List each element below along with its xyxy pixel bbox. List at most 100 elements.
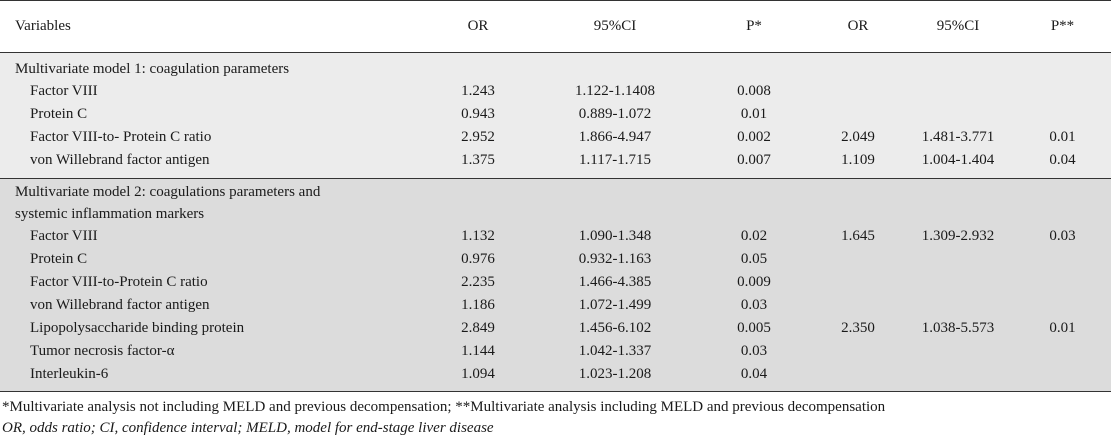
cell-ci-2: 1.038-5.573 xyxy=(902,317,1014,340)
cell-ci-2 xyxy=(902,80,1014,103)
cell-or-2 xyxy=(814,271,902,294)
cell-or-1: 1.132 xyxy=(420,225,536,248)
cell-p-2 xyxy=(1014,271,1111,294)
cell-ci-2 xyxy=(902,248,1014,271)
cell-or-2 xyxy=(814,103,902,126)
cell-ci-1: 1.466-4.385 xyxy=(536,271,694,294)
table-row: Factor VIII-to- Protein C ratio 2.952 1.… xyxy=(0,126,1111,149)
cell-or-1: 1.144 xyxy=(420,340,536,363)
cell-ci-1: 1.866-4.947 xyxy=(536,126,694,149)
cell-p-2: 0.01 xyxy=(1014,317,1111,340)
row-label: von Willebrand factor antigen xyxy=(0,149,420,179)
model2-title-line2: systemic inflammation markers xyxy=(15,206,205,222)
cell-p-2: 0.03 xyxy=(1014,225,1111,248)
header-ci-2: 95%CI xyxy=(902,0,1014,53)
cell-ci-2 xyxy=(902,271,1014,294)
model2-title-line1: Multivariate model 2: coagulations param… xyxy=(15,184,321,200)
cell-ci-1: 1.122-1.1408 xyxy=(536,80,694,103)
cell-p-2 xyxy=(1014,340,1111,363)
cell-p-1: 0.02 xyxy=(694,225,814,248)
model2-title: Multivariate model 2: coagulations param… xyxy=(0,178,1111,225)
cell-or-2 xyxy=(814,248,902,271)
cell-ci-2: 1.309-2.932 xyxy=(902,225,1014,248)
cell-or-1: 0.943 xyxy=(420,103,536,126)
cell-ci-1: 1.042-1.337 xyxy=(536,340,694,363)
cell-p-2 xyxy=(1014,103,1111,126)
cell-p-2 xyxy=(1014,248,1111,271)
cell-ci-2 xyxy=(902,340,1014,363)
cell-ci-1: 1.456-6.102 xyxy=(536,317,694,340)
table-notes: *Multivariate analysis not including MEL… xyxy=(0,397,1111,439)
multivariate-results-table: Variables OR 95%CI P* OR 95%CI P** Multi… xyxy=(0,0,1111,392)
table-row: Factor VIII 1.243 1.122-1.1408 0.008 xyxy=(0,80,1111,103)
cell-p-2: 0.01 xyxy=(1014,126,1111,149)
table-row: Tumor necrosis factor-α 1.144 1.042-1.33… xyxy=(0,340,1111,363)
cell-p-2 xyxy=(1014,294,1111,317)
footnote: *Multivariate analysis not including MEL… xyxy=(2,399,886,415)
cell-or-1: 2.952 xyxy=(420,126,536,149)
cell-ci-1: 1.090-1.348 xyxy=(536,225,694,248)
header-or-2: OR xyxy=(814,0,902,53)
row-label: Protein C xyxy=(0,248,420,271)
cell-p-1: 0.03 xyxy=(694,340,814,363)
cell-ci-2: 1.004-1.404 xyxy=(902,149,1014,179)
header-p-2: P** xyxy=(1014,0,1111,53)
cell-ci-1: 1.072-1.499 xyxy=(536,294,694,317)
cell-p-1: 0.007 xyxy=(694,149,814,179)
cell-or-1: 0.976 xyxy=(420,248,536,271)
table-header: Variables OR 95%CI P* OR 95%CI P** xyxy=(0,0,1111,53)
cell-or-1: 1.375 xyxy=(420,149,536,179)
table-row: von Willebrand factor antigen 1.186 1.07… xyxy=(0,294,1111,317)
cell-ci-2 xyxy=(902,294,1014,317)
row-label: Factor VIII-to- Protein C ratio xyxy=(0,126,420,149)
table-row: Factor VIII 1.132 1.090-1.348 0.02 1.645… xyxy=(0,225,1111,248)
cell-ci-1: 1.117-1.715 xyxy=(536,149,694,179)
cell-p-2 xyxy=(1014,363,1111,392)
row-label: Factor VIII-to-Protein C ratio xyxy=(0,271,420,294)
cell-p-1: 0.04 xyxy=(694,363,814,392)
cell-p-1: 0.05 xyxy=(694,248,814,271)
cell-or-2 xyxy=(814,80,902,103)
cell-ci-1: 1.023-1.208 xyxy=(536,363,694,392)
model1-title: Multivariate model 1: coagulation parame… xyxy=(0,52,1111,80)
cell-ci-2 xyxy=(902,363,1014,392)
cell-or-1: 1.094 xyxy=(420,363,536,392)
header-variables: Variables xyxy=(0,0,420,53)
table-row: Interleukin-6 1.094 1.023-1.208 0.04 xyxy=(0,363,1111,392)
header-row: Variables OR 95%CI P* OR 95%CI P** xyxy=(0,0,1111,53)
row-label: Interleukin-6 xyxy=(0,363,420,392)
table-row: Factor VIII-to-Protein C ratio 2.235 1.4… xyxy=(0,271,1111,294)
cell-ci-2: 1.481-3.771 xyxy=(902,126,1014,149)
cell-ci-1: 0.932-1.163 xyxy=(536,248,694,271)
cell-ci-1: 0.889-1.072 xyxy=(536,103,694,126)
row-label: Protein C xyxy=(0,103,420,126)
row-label: von Willebrand factor antigen xyxy=(0,294,420,317)
table-row: von Willebrand factor antigen 1.375 1.11… xyxy=(0,149,1111,179)
cell-or-2: 1.645 xyxy=(814,225,902,248)
cell-p-2: 0.04 xyxy=(1014,149,1111,179)
cell-or-1: 1.186 xyxy=(420,294,536,317)
model2-title-row: Multivariate model 2: coagulations param… xyxy=(0,178,1111,225)
cell-p-1: 0.002 xyxy=(694,126,814,149)
cell-or-2: 2.350 xyxy=(814,317,902,340)
cell-or-2 xyxy=(814,363,902,392)
cell-p-2 xyxy=(1014,80,1111,103)
cell-p-1: 0.009 xyxy=(694,271,814,294)
cell-p-1: 0.005 xyxy=(694,317,814,340)
header-p-1: P* xyxy=(694,0,814,53)
model1-title-row: Multivariate model 1: coagulation parame… xyxy=(0,52,1111,80)
row-label: Factor VIII xyxy=(0,225,420,248)
model1-section: Multivariate model 1: coagulation parame… xyxy=(0,52,1111,179)
cell-p-1: 0.008 xyxy=(694,80,814,103)
cell-or-2 xyxy=(814,294,902,317)
row-label: Lipopolysaccharide binding protein xyxy=(0,317,420,340)
cell-ci-2 xyxy=(902,103,1014,126)
cell-p-1: 0.03 xyxy=(694,294,814,317)
header-or-1: OR xyxy=(420,0,536,53)
cell-or-1: 1.243 xyxy=(420,80,536,103)
row-label: Factor VIII xyxy=(0,80,420,103)
table-row: Protein C 0.943 0.889-1.072 0.01 xyxy=(0,103,1111,126)
abbreviations-note: OR, odds ratio; CI, confidence interval;… xyxy=(2,420,494,436)
cell-or-1: 2.235 xyxy=(420,271,536,294)
cell-or-2 xyxy=(814,340,902,363)
